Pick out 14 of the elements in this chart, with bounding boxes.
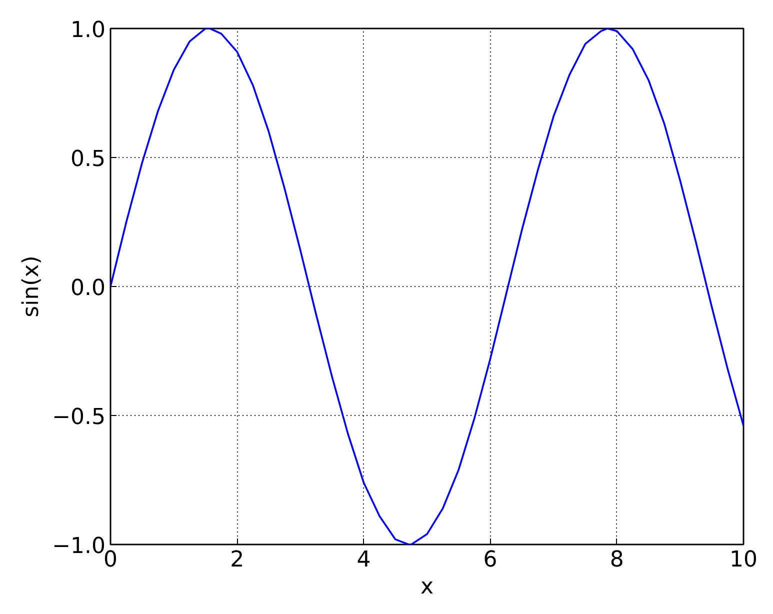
- y-axis-title: sin(x): [19, 256, 44, 318]
- y-tick-label: 0.0: [70, 276, 106, 301]
- x-tick-label: 10: [730, 548, 758, 572]
- y-tick-label: −0.5: [52, 405, 106, 430]
- x-tick-label: 6: [483, 548, 498, 572]
- x-axis-title: x: [420, 574, 434, 600]
- line-series: [110, 28, 744, 544]
- y-tick-label: 0.5: [70, 147, 106, 172]
- y-tick-label: 1.0: [70, 18, 106, 43]
- y-tick-label: −1.0: [52, 534, 106, 559]
- x-tick-label: 0: [104, 548, 118, 572]
- x-tick-label: 8: [610, 548, 624, 572]
- x-tick-label: 2: [230, 548, 244, 572]
- x-tick-label: 4: [356, 548, 371, 572]
